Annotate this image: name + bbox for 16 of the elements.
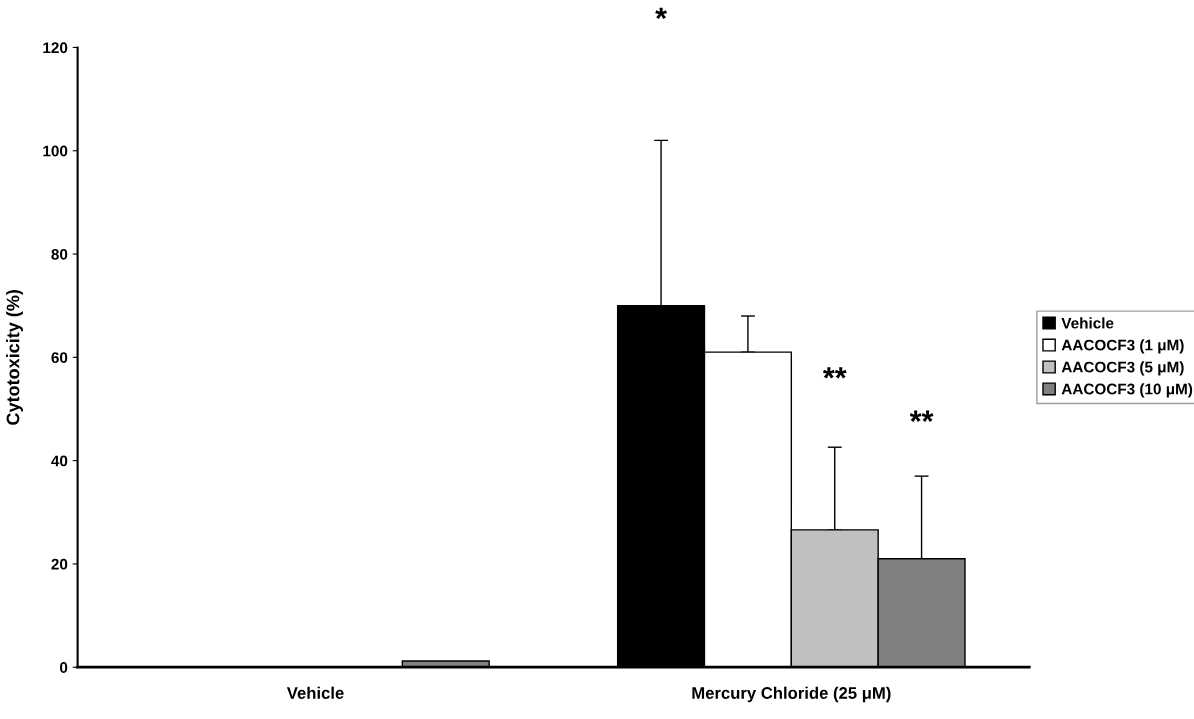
y-tick-label: 40 (51, 455, 68, 467)
legend-label: AACOCF3 (5 μM) (1061, 361, 1184, 376)
legend-label: Vehicle (1061, 317, 1114, 329)
y-axis-title: Cytotoxicity (%) (6, 290, 23, 425)
y-tick-label: 120 (43, 42, 68, 54)
x-tick-label: Mercury Chloride (25 μM) (692, 686, 891, 703)
y-tick-label: 20 (51, 558, 68, 570)
legend-label: AACOCF3 (1 μM) (1061, 339, 1184, 354)
y-tick-label: 60 (51, 352, 68, 364)
y-tick-label: 100 (43, 145, 68, 157)
legend-label: AACOCF3 (10 μM) (1061, 383, 1193, 398)
text: * (655, 7, 667, 20)
y-tick-label: 0 (60, 662, 68, 673)
y-tick-label: 80 (51, 248, 68, 260)
annotation: ** (822, 367, 847, 379)
annotation: ** (909, 410, 934, 422)
